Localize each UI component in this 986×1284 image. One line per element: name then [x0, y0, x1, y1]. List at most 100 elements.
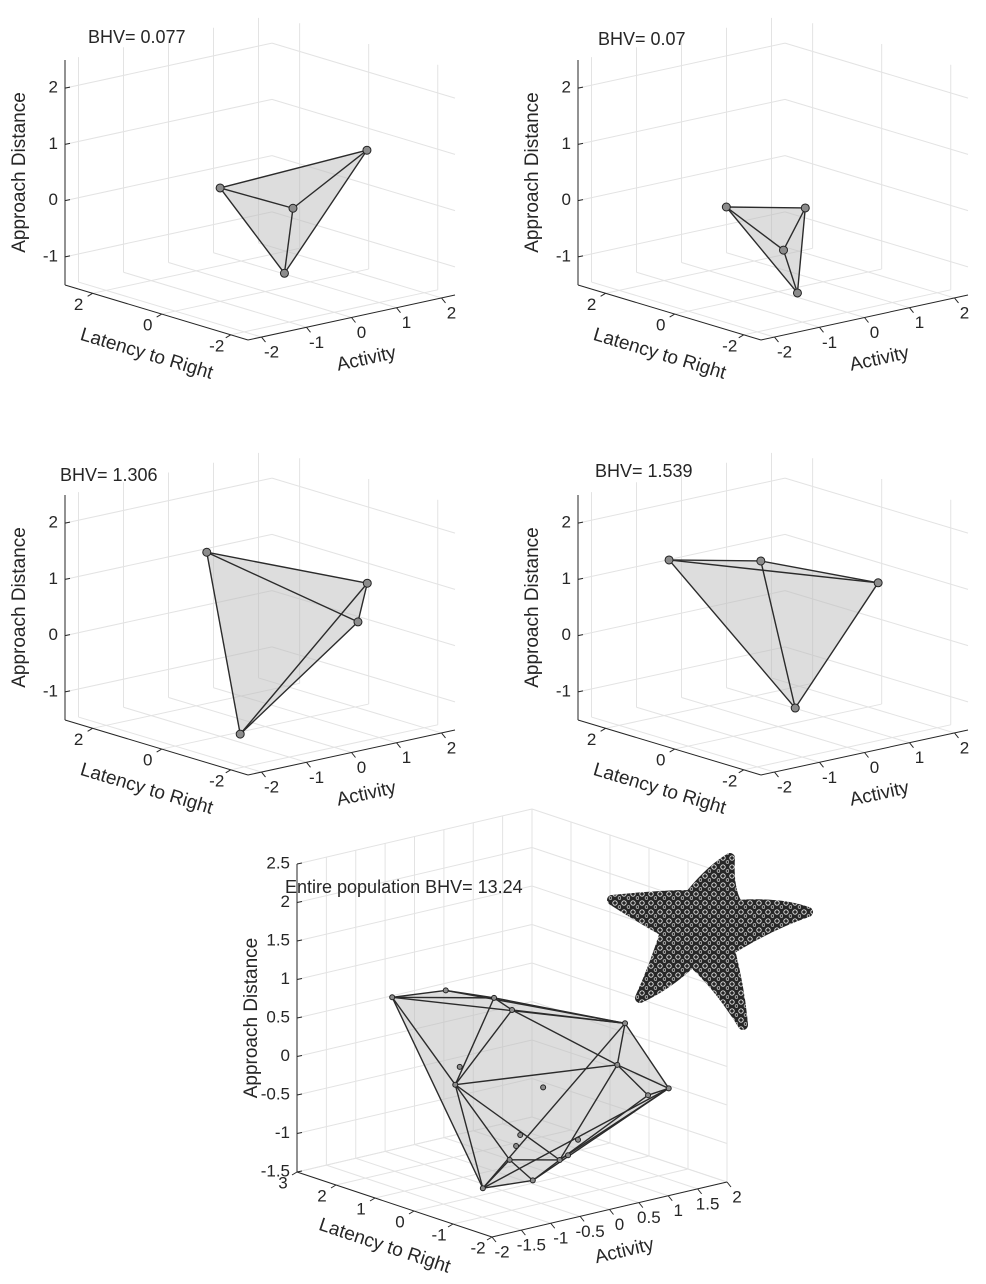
x-tick: [820, 327, 824, 332]
y-tick-label: -1: [431, 1225, 446, 1244]
data-point: [623, 1021, 628, 1026]
x-tick: [910, 743, 914, 748]
z-tick: [297, 1094, 302, 1095]
z-tick: [578, 256, 583, 257]
z-tick-label: 0: [562, 190, 571, 209]
x-tick-label: 1: [402, 313, 411, 332]
x-tick-label: 0.5: [637, 1208, 661, 1227]
x-tick: [727, 1182, 731, 1187]
y-tick: [88, 728, 93, 731]
x-tick-label: 1: [674, 1201, 683, 1220]
x-tick-label: 0: [870, 758, 879, 777]
x-tick: [865, 753, 869, 758]
x-tick-label: -2: [264, 343, 279, 362]
x-axis-label: Activity: [335, 342, 399, 375]
z-tick: [65, 143, 70, 144]
z-tick: [297, 863, 302, 864]
data-point: [757, 557, 765, 565]
y-tick-label: -2: [470, 1238, 485, 1257]
data-point: [236, 730, 244, 738]
z-tick-label: -1.5: [261, 1161, 290, 1180]
z-tick-label: 0: [562, 625, 571, 644]
z-tick-label: 2: [49, 78, 58, 97]
y-tick: [88, 293, 93, 296]
z-tick: [297, 1056, 302, 1057]
y-tick-label: 0: [656, 751, 665, 770]
z-tick-label: 1: [562, 134, 571, 153]
z-tick-label: -1: [275, 1123, 290, 1142]
z-axis-label: Approach Distance: [522, 92, 543, 253]
data-point: [280, 269, 288, 277]
z-tick-label: 2: [562, 78, 571, 97]
y-tick-label: -2: [722, 771, 737, 790]
z-tick: [578, 522, 583, 523]
x-tick-label: 2: [960, 303, 969, 322]
z-tick-label: 1: [281, 969, 290, 988]
x-tick-label: -2: [494, 1242, 509, 1261]
z-tick: [578, 691, 583, 692]
x-tick-label: -0.5: [575, 1222, 604, 1241]
z-tick: [297, 1171, 302, 1172]
x-tick-label: 1.5: [696, 1194, 720, 1213]
data-point: [801, 204, 809, 212]
x-tick-label: 1: [402, 748, 411, 767]
x-tick: [521, 1230, 525, 1235]
x-tick: [910, 308, 914, 313]
y-tick-label: 0: [395, 1212, 404, 1231]
y-tick: [487, 1237, 492, 1240]
z-tick: [65, 578, 70, 579]
data-point: [363, 579, 371, 587]
data-point: [363, 146, 371, 154]
y-tick-label: 2: [587, 730, 596, 749]
y-tick: [331, 1185, 336, 1188]
data-point: [576, 1137, 581, 1142]
x-tick: [820, 762, 824, 767]
x-tick-label: 0: [357, 323, 366, 342]
grid-line: [532, 809, 727, 874]
data-point: [541, 1085, 546, 1090]
z-tick: [297, 979, 302, 980]
data-point: [791, 704, 799, 712]
z-tick-label: 0: [49, 625, 58, 644]
y-tick: [157, 314, 162, 317]
data-point: [780, 246, 788, 254]
z-tick: [65, 522, 70, 523]
x-tick: [262, 337, 266, 342]
x-tick-label: 1: [915, 313, 924, 332]
z-tick-label: -1: [43, 246, 58, 265]
x-tick: [639, 1203, 643, 1208]
data-point: [666, 1086, 671, 1091]
x-tick-label: -1: [309, 333, 324, 352]
x-tick: [442, 298, 446, 303]
chart-title: BHV= 0.077: [88, 27, 186, 47]
y-tick: [601, 293, 606, 296]
z-tick-label: 0: [49, 190, 58, 209]
z-tick: [65, 87, 70, 88]
x-tick: [262, 772, 266, 777]
z-tick: [578, 635, 583, 636]
data-point: [514, 1144, 519, 1149]
z-tick: [297, 902, 302, 903]
z-tick: [65, 691, 70, 692]
x-tick: [352, 318, 356, 323]
z-tick: [578, 143, 583, 144]
chart-title: Entire population BHV= 13.24: [285, 877, 523, 897]
x-axis-label: Activity: [335, 777, 399, 810]
y-tick: [409, 1211, 414, 1214]
data-point: [646, 1093, 651, 1098]
x-tick: [775, 772, 779, 777]
y-tick: [157, 749, 162, 752]
hull-edge: [392, 997, 494, 998]
x-tick-label: 0: [357, 758, 366, 777]
x-tick: [955, 733, 959, 738]
y-tick: [739, 770, 744, 773]
figure: -2-1012-202-1012ActivityLatency to Right…: [0, 0, 986, 1279]
starfish-image: [612, 858, 808, 1025]
grid-line: [675, 704, 882, 749]
y-tick: [370, 1198, 375, 1201]
x-tick: [442, 733, 446, 738]
x-tick-label: 0: [870, 323, 879, 342]
x-tick-label: 0: [615, 1215, 624, 1234]
x-tick-label: 2: [960, 738, 969, 757]
